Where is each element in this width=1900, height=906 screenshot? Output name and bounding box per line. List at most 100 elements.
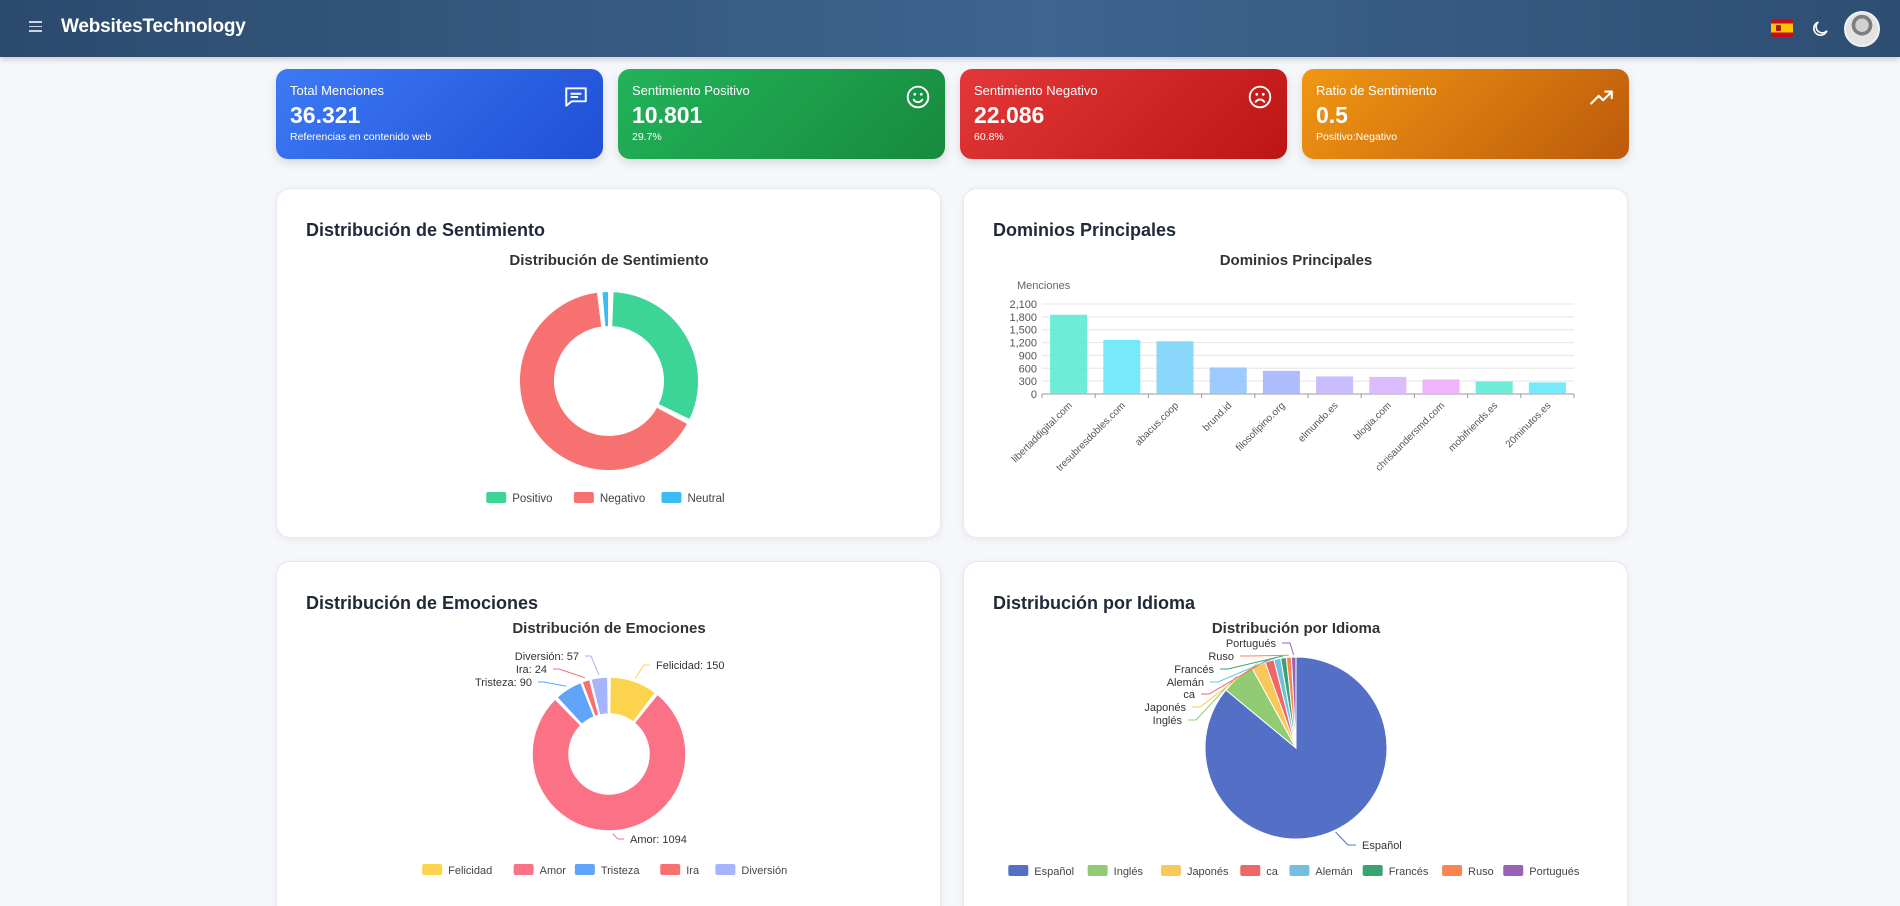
chart-slice [610, 290, 700, 422]
data-label: Portugués [1226, 638, 1277, 650]
legend-swatch [1240, 865, 1261, 876]
leader-line [1240, 654, 1289, 657]
legend-swatch [660, 864, 681, 875]
stat-subtitle: Referencias en contenido web [290, 131, 432, 143]
bar [1422, 379, 1460, 394]
legend-swatch [1289, 865, 1310, 876]
y-tick-label: 600 [1019, 363, 1037, 375]
legend-label: Ruso [1468, 866, 1494, 878]
data-label: Ira: 24 [516, 664, 547, 676]
app-title: WebsitesTechnology [61, 16, 246, 37]
stat-subtitle: 29.7% [632, 131, 662, 143]
stat-value: 36.321 [290, 102, 361, 128]
data-label: Francés [1174, 664, 1214, 676]
x-tick-label: blogia.com [1352, 400, 1394, 442]
legend-label: ca [1266, 866, 1279, 878]
data-label: Tristeza: 90 [475, 677, 532, 689]
leader-line [1335, 831, 1356, 846]
hamburger-icon[interactable] [26, 18, 46, 38]
y-tick-label: 1,500 [1009, 325, 1037, 337]
legend-swatch [1087, 865, 1108, 876]
card-heading: Distribución de Sentimiento [306, 220, 546, 240]
user-avatar[interactable] [1844, 11, 1880, 47]
legend-swatch [1362, 865, 1383, 876]
domains-bar-chart: Dominios PrincipalesMenciones03006009001… [1009, 252, 1575, 474]
stat-value: 0.5 [1316, 102, 1348, 128]
chart-title: Distribución de Emociones [512, 620, 705, 637]
moon-icon[interactable] [1810, 19, 1830, 39]
legend-label: Negativo [600, 493, 645, 505]
x-tick-label: filosofipino.org [1234, 400, 1287, 453]
y-axis-label: Menciones [1017, 280, 1071, 292]
language-pie-chart: Distribución por IdiomaEspañolInglésJapo… [1008, 620, 1580, 878]
trending-up-icon [1590, 90, 1613, 105]
x-tick-label: abacus.coop [1133, 400, 1181, 448]
stat-card-positive: Sentimiento Positivo 10.801 29.7% [618, 69, 945, 159]
data-label: Felicidad: 150 [656, 660, 725, 672]
legend-swatch [1442, 865, 1463, 876]
stat-subtitle: 60.8% [974, 131, 1004, 143]
leader-line [1188, 676, 1238, 721]
chart-slice [1290, 656, 1297, 749]
leader-line [1210, 656, 1278, 683]
data-label: Español [1362, 840, 1402, 852]
x-tick-label: brund.id [1201, 400, 1234, 433]
smile-icon [906, 85, 930, 109]
bar [1262, 370, 1300, 394]
bar [1316, 376, 1354, 394]
bar [1103, 340, 1141, 394]
data-label: Inglés [1153, 715, 1183, 727]
leader-line [553, 668, 586, 679]
leader-line [634, 664, 650, 679]
stat-label: Ratio de Sentimiento [1316, 83, 1437, 98]
chart-slice [600, 289, 610, 329]
legend-swatch [1160, 865, 1181, 876]
chart-slice [518, 290, 690, 472]
chart-slice [608, 676, 657, 724]
chart-slice [531, 693, 687, 832]
leader-line [1220, 655, 1284, 670]
legend-label: Felicidad [448, 865, 492, 877]
bar [1209, 367, 1247, 394]
bar [1050, 314, 1088, 394]
legend-label: Neutral [687, 493, 724, 505]
stat-subtitle: Positivo:Negativo [1316, 131, 1398, 143]
data-label: Amor: 1094 [630, 834, 687, 846]
legend-label: Diversión [741, 865, 787, 877]
sentiment-distribution-card: Distribución de Sentimiento Distribución… [276, 188, 941, 538]
y-tick-label: 0 [1031, 389, 1037, 401]
y-tick-label: 900 [1019, 350, 1037, 362]
legend-label: Ira [686, 865, 700, 877]
legend-swatch [715, 864, 736, 875]
stat-label: Sentimiento Positivo [632, 83, 750, 98]
y-tick-label: 300 [1019, 376, 1037, 388]
leader-line [1192, 662, 1259, 708]
stat-label: Sentimiento Negativo [974, 83, 1098, 98]
legend-label: Tristeza [601, 865, 641, 877]
emotions-donut-chart: Distribución de Emociones Felicidad: 150 A… [422, 620, 787, 877]
legend-swatch [513, 864, 534, 875]
x-tick-label: 20minutos.es [1504, 400, 1554, 450]
stat-card-ratio: Ratio de Sentimiento 0.5 Positivo:Negati… [1302, 69, 1629, 159]
chart-title: Dominios Principales [1220, 252, 1373, 269]
leader-line [1201, 658, 1270, 695]
legend-swatch [1008, 865, 1029, 876]
data-label: Ruso [1208, 651, 1234, 663]
leader-line [1282, 642, 1295, 656]
spain-flag-icon[interactable] [1771, 19, 1793, 37]
bar [1475, 381, 1513, 394]
card-heading: Distribución de Emociones [306, 593, 539, 613]
leader-line [585, 655, 600, 675]
y-tick-label: 1,200 [1009, 338, 1037, 350]
data-label: Diversión: 57 [515, 651, 579, 663]
bar [1528, 382, 1566, 394]
stat-value: 22.086 [974, 102, 1045, 128]
leader-line [538, 681, 567, 687]
legend-swatch [573, 492, 594, 503]
y-tick-label: 1,800 [1009, 312, 1037, 324]
top-domains-card: Dominios Principales Dominios Principale… [963, 188, 1628, 538]
legend-label: Japonés [1187, 866, 1229, 878]
legend-swatch [574, 864, 595, 875]
leader-line [612, 833, 624, 840]
language-distribution-card: Distribución por Idioma Distribución por… [963, 561, 1628, 906]
